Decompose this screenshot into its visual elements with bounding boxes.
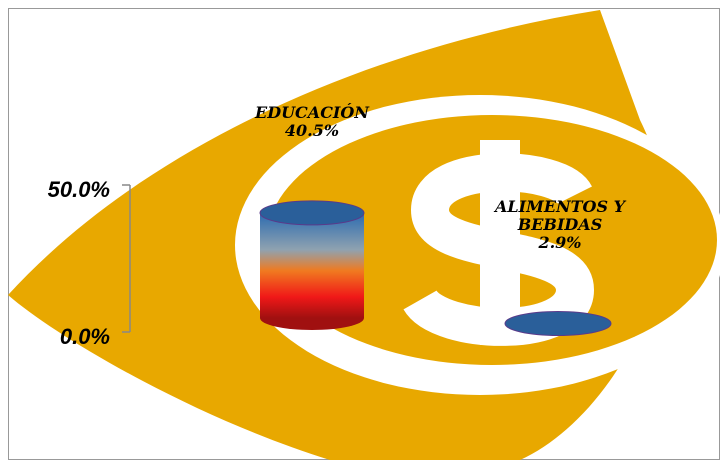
y-tick-label: 0.0% [60, 324, 110, 349]
category-label: EDUCACIÓN [255, 103, 369, 122]
bar-top [504, 310, 612, 336]
bar [260, 212, 364, 318]
y-tick-label: 50.0% [48, 177, 110, 202]
plot: 0.0% 50.0% [48, 177, 612, 349]
data-label: EDUCACIÓN 40.5% [222, 104, 402, 140]
category-label: ALIMENTOS Y BEBIDAS [494, 197, 626, 234]
dollar-icon [403, 140, 595, 346]
data-label: ALIMENTOS Y BEBIDAS 2.9% [460, 198, 660, 252]
value-label: 40.5% [284, 121, 340, 140]
bar-top [259, 200, 365, 226]
value-label: 2.9% [538, 233, 582, 252]
